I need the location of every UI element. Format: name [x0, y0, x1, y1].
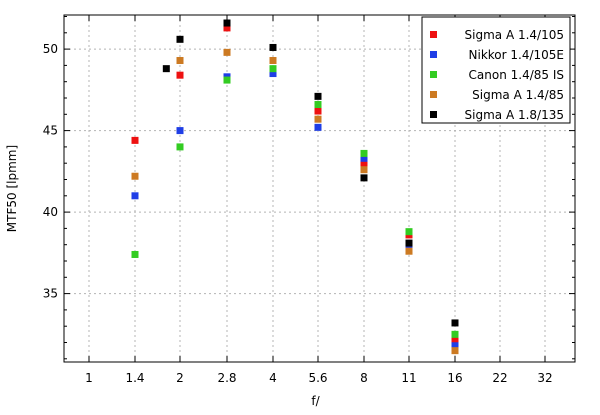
data-point-series-3-point-0 [131, 172, 139, 180]
legend-swatch [430, 51, 437, 58]
legend-swatch [430, 111, 437, 118]
x-tick-label: 16 [447, 371, 462, 385]
x-tick-label: 8 [360, 371, 368, 385]
data-point-series-4-point-1 [176, 35, 184, 43]
data-point-series-4-point-4 [314, 92, 322, 100]
data-point-series-0-point-0 [131, 136, 139, 144]
data-point-series-0-point-1 [176, 71, 184, 79]
data-point-series-4-point-7 [451, 319, 459, 327]
data-point-series-1-point-3 [269, 70, 277, 78]
data-point-series-3-point-1 [176, 57, 184, 65]
legend-label: Sigma A 1.4/85 [472, 88, 564, 102]
data-point-series-3-point-3 [269, 57, 277, 65]
y-tick-label: 45 [43, 124, 58, 138]
data-point-series-1-point-4 [314, 123, 322, 131]
y-tick-label: 40 [43, 205, 58, 219]
data-point-series-4-point-3 [269, 43, 277, 51]
x-tick-label: 4 [269, 371, 277, 385]
y-axis: 35 40 45 50 [43, 16, 575, 360]
x-tick-label: 1.4 [125, 371, 144, 385]
legend-swatch [430, 31, 437, 38]
data-point-series-1-point-1 [176, 127, 184, 135]
data-point-series-4-point-0 [162, 65, 170, 73]
y-tick-label: 50 [43, 42, 58, 56]
legend-label: Canon 1.4/85 IS [469, 68, 564, 82]
data-point-series-2-point-2 [223, 76, 231, 84]
data-point-series-2-point-4 [314, 101, 322, 109]
legend-box [421, 16, 571, 124]
legend-label: Sigma A 1.4/105 [465, 28, 564, 42]
data-point-series-3-point-2 [223, 48, 231, 56]
data-point-series-3-point-4 [314, 115, 322, 123]
y-tick-label: 35 [43, 287, 58, 301]
data-point-series-0-point-5 [360, 159, 368, 167]
data-points [131, 19, 459, 355]
legend-label: Sigma A 1.8/135 [465, 108, 564, 122]
data-point-series-1-point-7 [451, 342, 459, 350]
data-point-series-2-point-0 [131, 250, 139, 258]
data-point-series-2-point-7 [451, 330, 459, 338]
data-point-series-4-point-6 [405, 239, 413, 247]
data-point-series-0-point-7 [451, 335, 459, 343]
data-point-series-2-point-3 [269, 65, 277, 73]
data-point-series-2-point-6 [405, 228, 413, 236]
x-axis: 1 1.4 2 2.8 4 5.6 8 11 16 22 32 [85, 15, 553, 385]
data-point-series-3-point-6 [405, 247, 413, 255]
x-axis-title: f/ [311, 394, 320, 408]
data-point-series-1-point-0 [131, 192, 139, 200]
data-point-series-1-point-5 [360, 154, 368, 162]
legend-swatch [430, 71, 437, 78]
data-point-series-2-point-5 [360, 149, 368, 157]
y-axis-title: MTF50 [lpmm] [5, 145, 19, 232]
x-tick-label: 22 [492, 371, 507, 385]
data-point-series-3-point-5 [360, 166, 368, 174]
x-tick-label: 32 [537, 371, 552, 385]
data-point-series-4-point-2 [223, 19, 231, 27]
x-tick-label: 2 [176, 371, 184, 385]
plot-frame [63, 14, 576, 363]
data-point-series-0-point-4 [314, 107, 322, 115]
data-point-series-3-point-7 [451, 347, 459, 355]
x-tick-label: 1 [85, 371, 93, 385]
x-tick-label: 2.8 [217, 371, 236, 385]
data-point-series-2-point-1 [176, 143, 184, 151]
legend-label: Nikkor 1.4/105E [469, 48, 564, 62]
data-point-series-4-point-5 [360, 174, 368, 182]
x-tick-label: 11 [401, 371, 416, 385]
x-tick-label: 5.6 [308, 371, 327, 385]
data-point-series-0-point-2 [223, 24, 231, 32]
legend: Sigma A 1.4/105 Nikkor 1.4/105E Canon 1.4/… [421, 16, 571, 124]
legend-swatch [430, 91, 437, 98]
